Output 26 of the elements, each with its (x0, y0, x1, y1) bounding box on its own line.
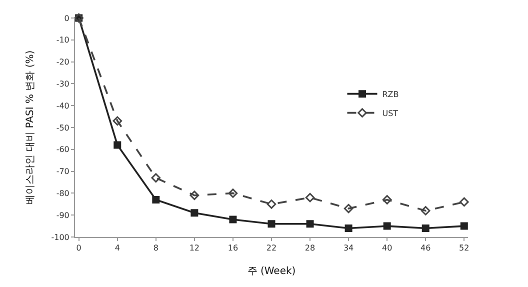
y-axis-title: 베이스라인 대비 PASI % 변화 (%) (25, 50, 36, 205)
y-tick-label: -10 (56, 36, 70, 45)
y-tick-label: -30 (56, 80, 70, 88)
x-tick-label: 8 (153, 244, 158, 253)
y-tick-label: -70 (56, 167, 70, 176)
legend-label: UST (382, 108, 398, 118)
y-tick-label: -80 (56, 189, 70, 198)
x-tick-label: 12 (189, 244, 200, 253)
x-tick-label: 46 (420, 244, 431, 253)
y-tick-label: -40 (56, 101, 70, 110)
x-tick-label: 40 (382, 244, 392, 253)
y-tick-label: -90 (56, 210, 70, 220)
y-tick-label: 0 (64, 14, 70, 23)
legend-label: RZB (382, 90, 399, 99)
x-tick-label: 52 (459, 244, 470, 253)
x-tick-label: 4 (114, 244, 120, 253)
x-tick-label: 0 (76, 244, 82, 253)
x-tick-label: 28 (304, 244, 316, 253)
x-axis-title: 주 (Week) (247, 266, 296, 278)
x-tick-label: 34 (343, 244, 354, 253)
y-tick-label: -50 (56, 123, 70, 132)
y-tick-label: -100 (51, 232, 70, 242)
x-tick-label: 16 (228, 244, 238, 253)
x-tick-label: 22 (266, 244, 277, 253)
y-tick-label: -20 (56, 58, 70, 67)
y-tick-label: -60 (56, 145, 70, 154)
